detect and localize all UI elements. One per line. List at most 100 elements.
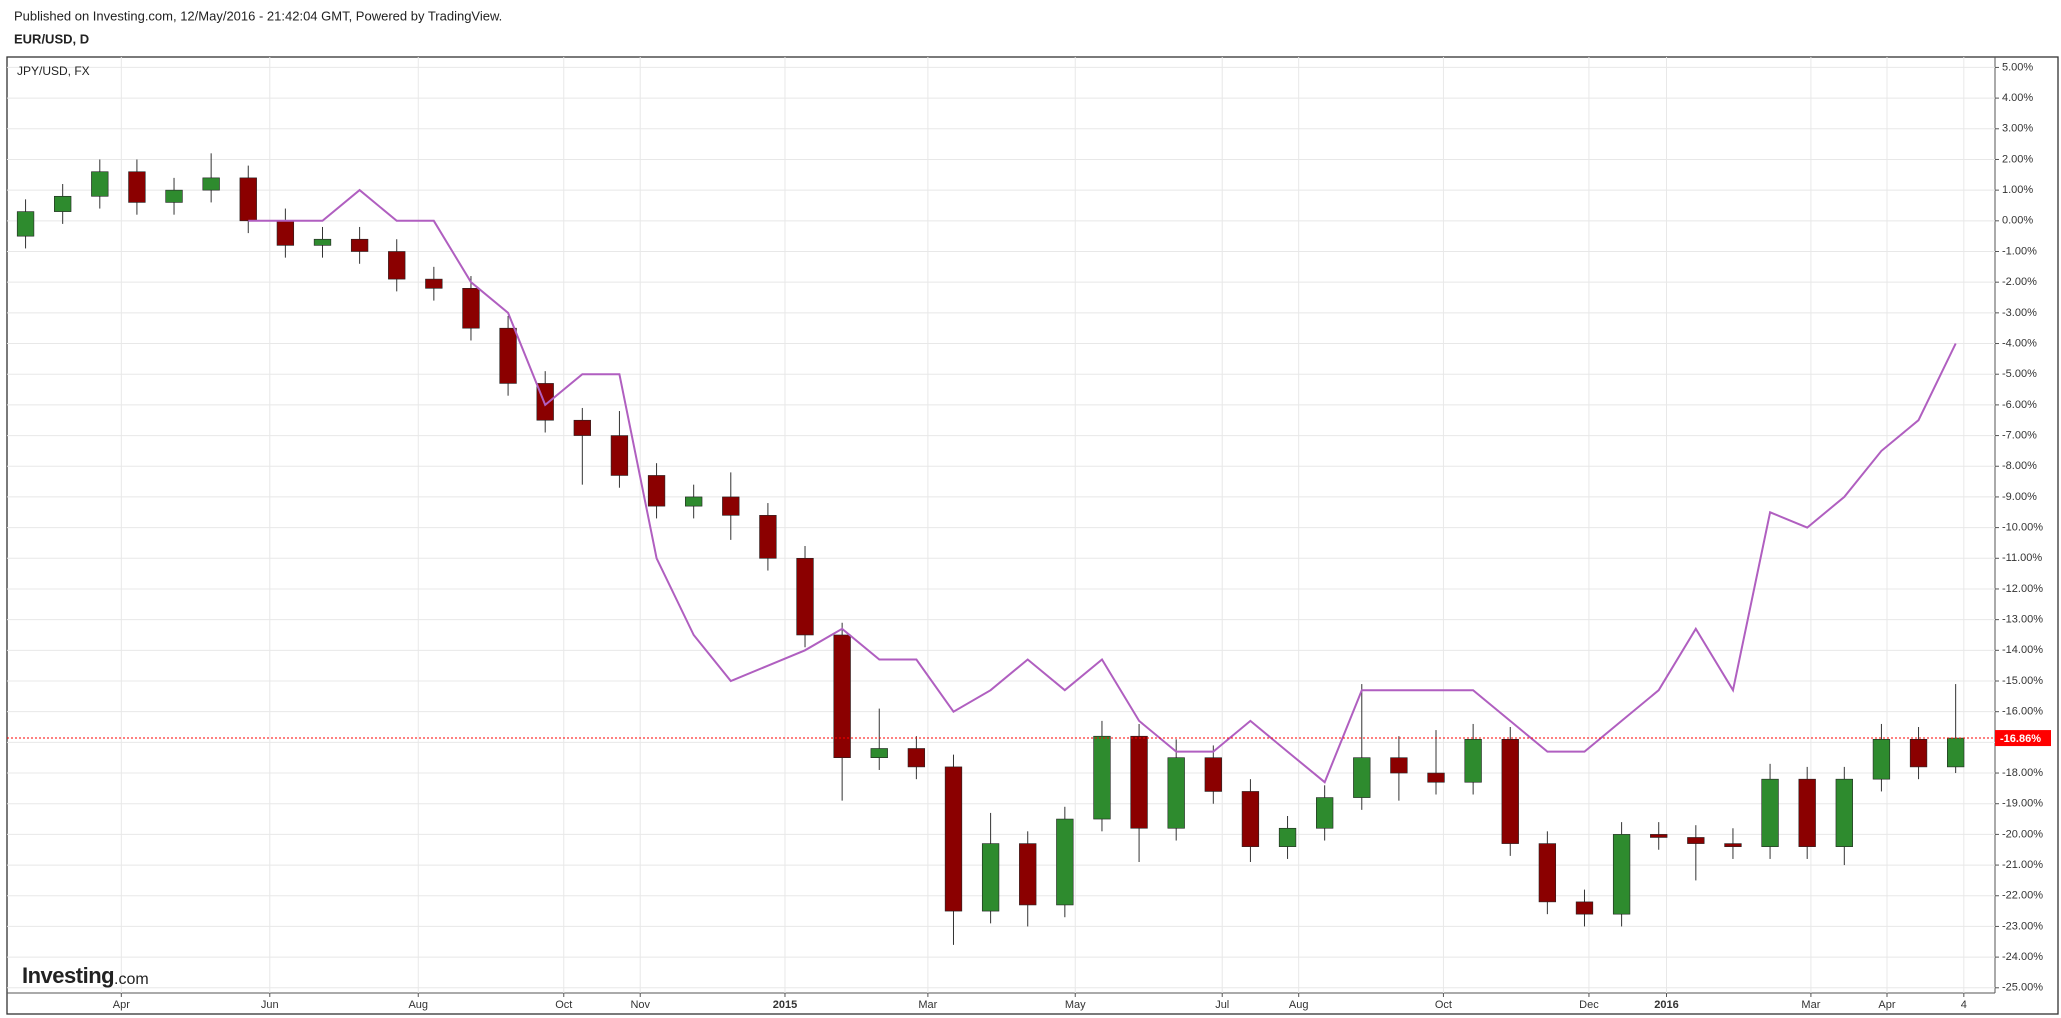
candle-body [425,278,443,289]
candle-body [685,496,703,507]
chart-title: EUR/USD, D [14,31,89,46]
y-tick-label: -2.00% [2002,276,2037,288]
x-tick-label: 2016 [1654,999,1678,1011]
candle-body [1909,738,1928,768]
y-tick-label: 5.00% [2002,61,2033,73]
candle-body [1056,818,1074,906]
candle-body [1575,901,1594,915]
y-tick-label: -15.00% [2002,675,2043,687]
grid: 5.00% 4.00% 3.00% 2.00% 1.00% 0.00% -1.00% -2.0… [7,57,2043,1011]
candle-body [1353,757,1371,798]
y-tick-label: -7.00% [2002,429,2037,441]
candle-body [165,189,183,203]
y-tick-label: 0.00% [2002,215,2033,227]
candle-body [647,475,666,507]
marks: -16.86% [7,153,2051,945]
y-tick-label: 1.00% [2002,184,2033,196]
candle-body [1687,837,1705,844]
last-value-box [1995,730,2051,747]
x-tick-label: Oct [555,999,572,1011]
candle-body [796,557,814,636]
y-tick-label: 2.00% [2002,153,2033,165]
y-tick-label: -8.00% [2002,460,2037,472]
candle-body [907,748,926,768]
x-tick-label: Aug [408,999,428,1011]
x-tick-label: Jun [261,999,279,1011]
y-tick-label: -9.00% [2002,491,2037,503]
candle-body [1501,738,1519,844]
y-tick-label: -19.00% [2002,798,2043,810]
candle-body [91,171,109,197]
candle-body [1947,737,1965,768]
y-tick-label: -21.00% [2002,859,2043,871]
x-tick-label: Jul [1215,999,1229,1011]
candle-body [573,419,591,436]
y-tick-label: -25.00% [2002,982,2043,994]
candle-body [1835,778,1853,847]
candle-body [388,251,406,280]
x-tick-label: Mar [918,999,937,1011]
candle-body [1872,738,1891,780]
candle-body [1167,757,1185,829]
candle-body [1278,827,1297,847]
candle-body [350,238,369,252]
y-tick-label: 3.00% [2002,123,2033,135]
candle-body [759,515,777,559]
candle-body [1761,778,1779,847]
candle-body [1019,843,1037,906]
candle-body [1464,738,1482,783]
x-tick-label: 2015 [773,999,797,1011]
y-tick-label: -22.00% [2002,890,2043,902]
candle-body [239,177,257,222]
x-tick-label: Apr [113,999,130,1011]
y-tick-label: -1.00% [2002,245,2037,257]
last-value-label: -16.86% [2000,733,2041,745]
candle-body [54,195,72,212]
logo-brand: Investing [22,963,114,988]
x-tick-label: Nov [630,999,650,1011]
candle-body [1390,757,1408,774]
candle-body [313,238,332,246]
y-tick-label: -13.00% [2002,614,2043,626]
candle-body [16,211,35,237]
y-tick-label: -14.00% [2002,644,2043,656]
x-tick-label: May [1065,999,1086,1011]
logo-suffix: .com [114,971,149,988]
candle-body [1093,735,1111,820]
candle-body [1427,772,1445,783]
x-tick-label: Aug [1289,999,1309,1011]
candle-body [722,496,740,516]
candle-body [1538,843,1557,903]
candle-body [1204,757,1222,792]
candle-body [462,288,480,329]
x-tick-label: Oct [1435,999,1452,1011]
y-tick-label: -3.00% [2002,307,2037,319]
y-tick-label: -23.00% [2002,920,2043,932]
candle-body [128,171,146,203]
candle-body [1724,843,1742,847]
x-tick-label: Dec [1579,999,1599,1011]
y-tick-label: -18.00% [2002,767,2043,779]
y-tick-label: -12.00% [2002,583,2043,595]
legend-entry: JPY/USD, FX [17,64,90,78]
subtitle: Published on Investing.com, 12/May/2016 … [14,8,502,23]
y-tick-label: -11.00% [2002,552,2042,564]
candle-body [1612,834,1631,915]
candle-body [1798,778,1816,847]
y-tick-label: -16.00% [2002,706,2043,718]
candle-body [1130,735,1148,829]
y-tick-label: -24.00% [2002,951,2043,963]
y-tick-label: -20.00% [2002,828,2043,840]
x-tick-label: Apr [1878,999,1895,1011]
candle-body [833,634,851,758]
y-tick-label: -4.00% [2002,337,2037,349]
x-tick-label: Mar [1801,999,1820,1011]
x-tick-label: 4 [1961,999,1967,1011]
candle-body [1241,791,1260,847]
y-tick-label: -6.00% [2002,399,2037,411]
candle-body [870,748,888,758]
candle-body [1650,834,1668,838]
candle-body [499,327,517,384]
candle-body [981,843,1000,912]
